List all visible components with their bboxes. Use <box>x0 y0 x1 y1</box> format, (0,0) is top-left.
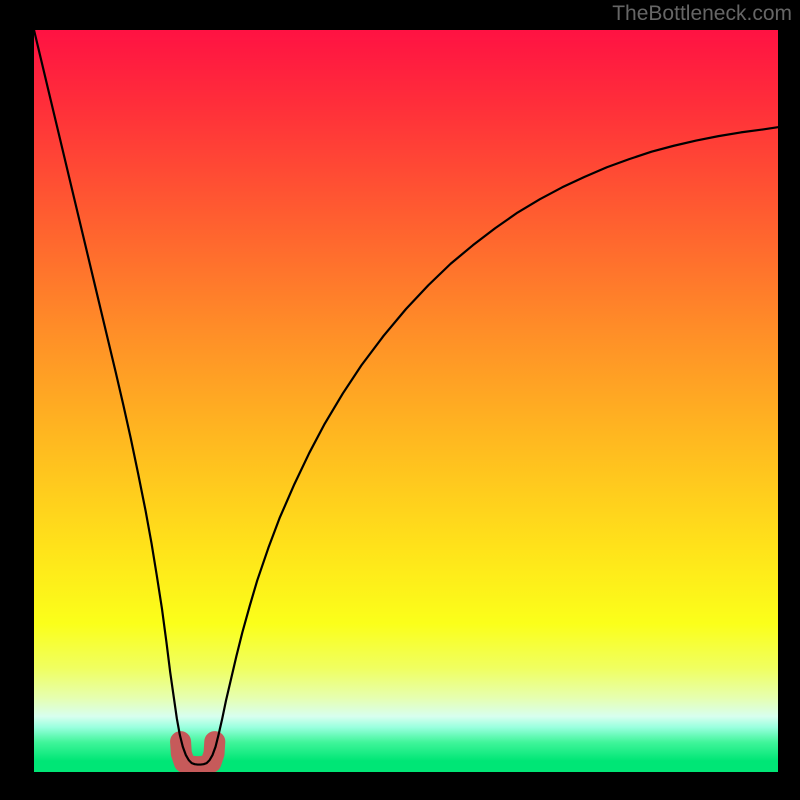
gradient-background <box>34 30 778 772</box>
bottleneck-chart <box>34 30 778 772</box>
plot-frame <box>34 30 778 772</box>
chart-root: TheBottleneck.com <box>0 0 800 800</box>
watermark-text: TheBottleneck.com <box>612 2 792 26</box>
